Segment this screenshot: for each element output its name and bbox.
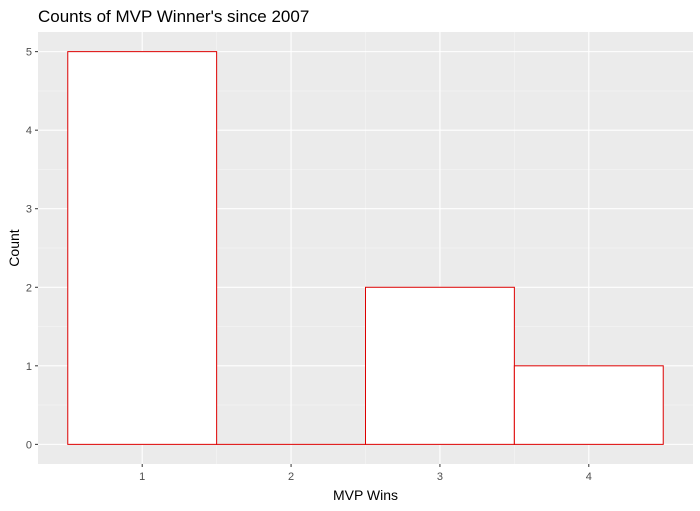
- bar-3: [365, 286, 515, 445]
- x-axis-title: MVP Wins: [333, 487, 398, 503]
- y-tick-label: 5: [26, 47, 32, 59]
- x-tick-label: 4: [586, 471, 592, 483]
- axes: 0 1 2 3 4 5 1 2 3 4: [26, 47, 592, 483]
- y-axis-title: Count: [6, 229, 22, 266]
- y-tick-label: 3: [26, 204, 32, 216]
- bar-1: [67, 51, 218, 445]
- y-tick-label: 2: [26, 282, 32, 294]
- x-tick-label: 2: [288, 471, 294, 483]
- x-tick-label: 3: [437, 471, 443, 483]
- y-tick-label: 1: [26, 361, 32, 373]
- chart-title: Counts of MVP Winner's since 2007: [38, 7, 309, 26]
- bar-4: [513, 365, 664, 445]
- x-tick-label: 1: [139, 471, 145, 483]
- y-tick-label: 4: [26, 125, 32, 137]
- bars: [67, 51, 664, 445]
- y-tick-label: 0: [26, 439, 32, 451]
